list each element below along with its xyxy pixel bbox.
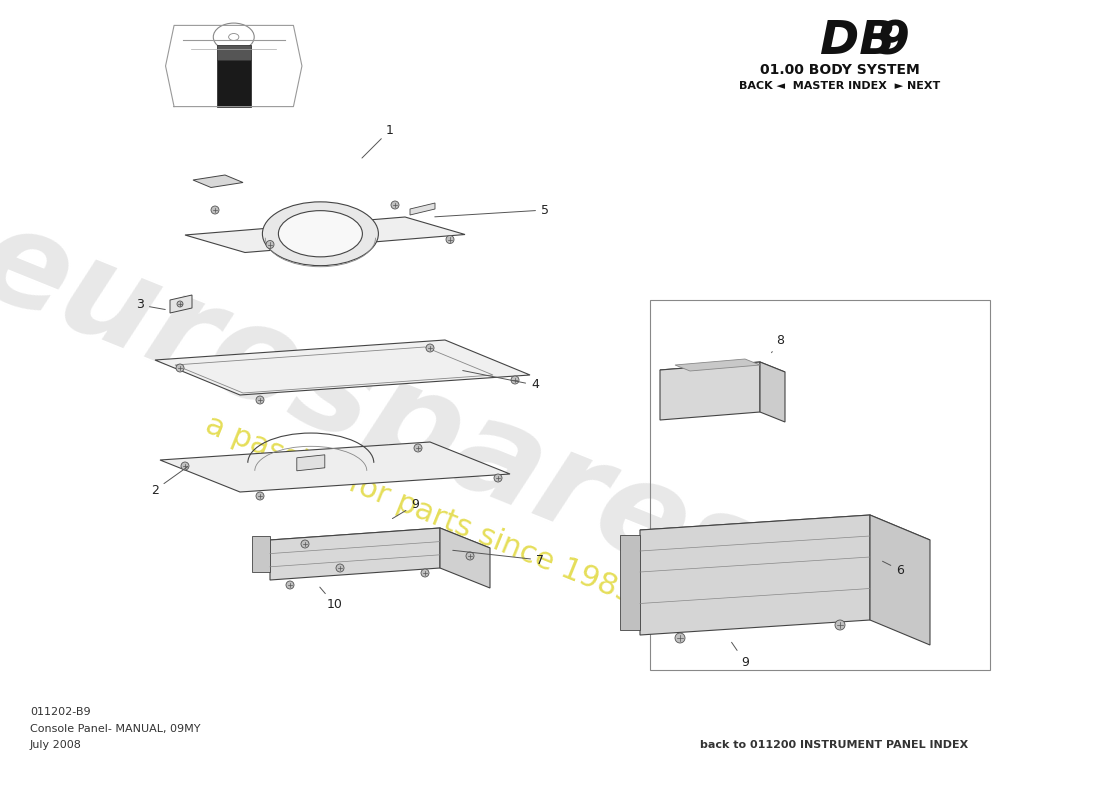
Ellipse shape <box>263 202 378 266</box>
Circle shape <box>421 569 429 577</box>
Text: 7: 7 <box>453 550 544 566</box>
Text: back to 011200 INSTRUMENT PANEL INDEX: back to 011200 INSTRUMENT PANEL INDEX <box>700 740 968 750</box>
Text: eurospares: eurospares <box>0 194 781 626</box>
Circle shape <box>176 364 184 372</box>
Circle shape <box>301 540 309 548</box>
Text: 01.00 BODY SYSTEM: 01.00 BODY SYSTEM <box>760 63 920 77</box>
Polygon shape <box>410 203 435 215</box>
Polygon shape <box>252 536 270 572</box>
Polygon shape <box>620 535 640 630</box>
Circle shape <box>414 444 422 452</box>
Polygon shape <box>660 362 785 380</box>
Circle shape <box>256 396 264 404</box>
Text: 8: 8 <box>771 334 784 353</box>
Text: July 2008: July 2008 <box>30 740 81 750</box>
Text: 10: 10 <box>320 587 343 611</box>
Polygon shape <box>440 528 490 588</box>
Polygon shape <box>160 442 510 492</box>
Circle shape <box>512 376 519 384</box>
Polygon shape <box>270 528 440 580</box>
Ellipse shape <box>278 210 362 257</box>
Polygon shape <box>217 45 251 60</box>
Text: 011202-B9: 011202-B9 <box>30 707 90 717</box>
Circle shape <box>494 474 502 482</box>
Circle shape <box>256 492 264 500</box>
Polygon shape <box>270 528 490 560</box>
Polygon shape <box>185 217 465 253</box>
Polygon shape <box>640 515 930 555</box>
Polygon shape <box>760 362 785 422</box>
Polygon shape <box>675 359 760 371</box>
Text: DB: DB <box>820 19 895 65</box>
Text: 6: 6 <box>882 562 904 577</box>
Text: 3: 3 <box>136 298 165 311</box>
Circle shape <box>286 581 294 589</box>
Polygon shape <box>640 515 870 635</box>
Circle shape <box>426 344 434 352</box>
Text: 5: 5 <box>434 203 549 217</box>
Polygon shape <box>192 175 243 187</box>
Polygon shape <box>155 340 530 395</box>
Polygon shape <box>660 362 760 420</box>
Polygon shape <box>217 60 251 106</box>
Circle shape <box>177 301 183 307</box>
Circle shape <box>211 206 219 214</box>
Circle shape <box>182 462 189 470</box>
Text: 9: 9 <box>393 498 419 518</box>
Text: 9: 9 <box>732 642 749 669</box>
Polygon shape <box>870 515 930 645</box>
Circle shape <box>390 201 399 209</box>
Circle shape <box>835 620 845 630</box>
Text: 4: 4 <box>463 370 539 391</box>
Circle shape <box>446 235 454 243</box>
Circle shape <box>266 241 274 249</box>
Circle shape <box>336 564 344 572</box>
Circle shape <box>466 552 474 560</box>
Circle shape <box>675 633 685 643</box>
Text: a passion for parts since 1985: a passion for parts since 1985 <box>201 410 639 610</box>
Text: Console Panel- MANUAL, 09MY: Console Panel- MANUAL, 09MY <box>30 724 200 734</box>
Text: 2: 2 <box>151 466 188 497</box>
Polygon shape <box>297 454 324 470</box>
Text: 9: 9 <box>876 19 909 65</box>
Text: BACK ◄  MASTER INDEX  ► NEXT: BACK ◄ MASTER INDEX ► NEXT <box>739 81 940 91</box>
Polygon shape <box>170 295 192 313</box>
Text: 1: 1 <box>362 123 394 158</box>
